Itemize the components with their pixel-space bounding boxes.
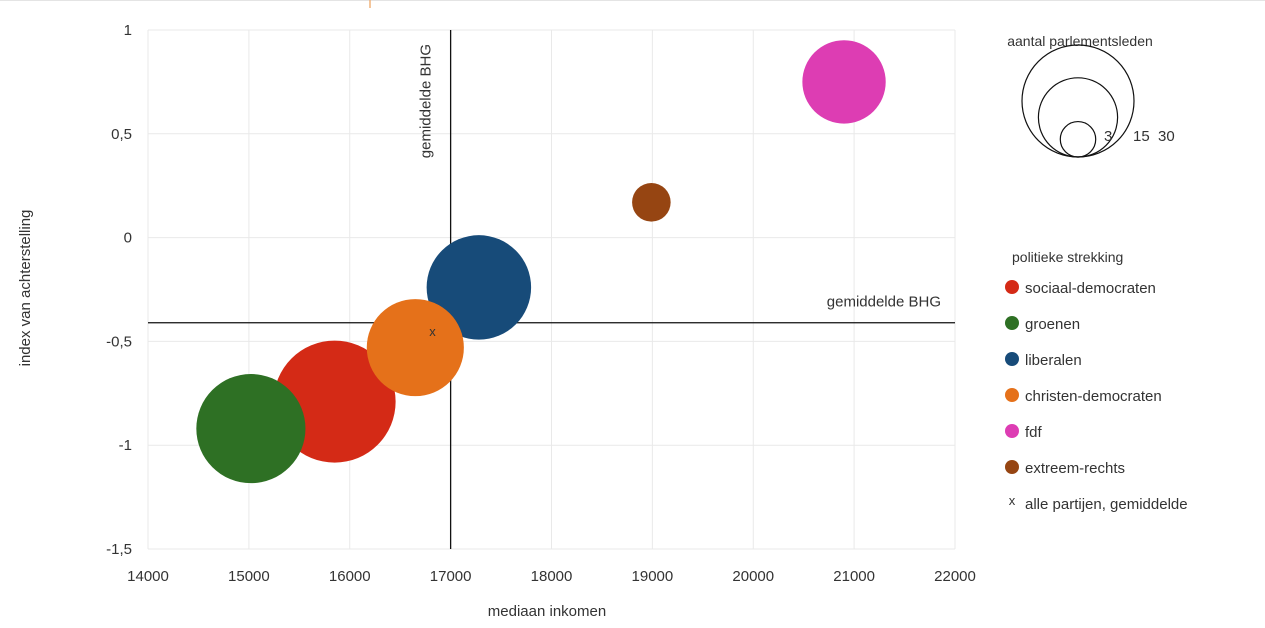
color-legend-items: sociaal-democraten groenen liberalen christ… bbox=[1005, 280, 1188, 513]
size-legend-ring bbox=[1037, 77, 1119, 158]
size-legend-rings: 3 15 30 bbox=[1021, 44, 1175, 158]
x-tick-label: 16000 bbox=[329, 568, 371, 585]
legend-label-groenen: groenen bbox=[1025, 316, 1080, 333]
color-legend: politieke strekking sociaal-democraten gr… bbox=[1005, 249, 1188, 513]
legend-swatch-liberalen bbox=[1005, 352, 1019, 366]
y-tick-label: -1,5 bbox=[106, 541, 132, 558]
size-legend-label: 15 bbox=[1133, 128, 1150, 145]
y-axis-label: index van achterstelling bbox=[17, 210, 34, 367]
x-axis-label: mediaan inkomen bbox=[488, 603, 606, 620]
tick-labels: 14000 15000 16000 17000 18000 19000 20000 21000… bbox=[106, 22, 976, 585]
x-tick-label: 20000 bbox=[732, 568, 774, 585]
legend-swatch-groenen bbox=[1005, 316, 1019, 330]
bubble-fdf bbox=[802, 40, 886, 124]
y-tick-label: -0,5 bbox=[106, 333, 132, 350]
legend-label-christen-democraten: christen-democraten bbox=[1025, 388, 1162, 405]
bubble-christen-democraten bbox=[366, 299, 464, 397]
x-tick-label: 15000 bbox=[228, 568, 270, 585]
y-tick-label: 0,5 bbox=[111, 126, 132, 143]
legend-label-fdf: fdf bbox=[1025, 424, 1043, 441]
legend-swatch-christen-democraten bbox=[1005, 388, 1019, 402]
reference-line-vertical-label: gemiddelde BHG bbox=[418, 44, 435, 158]
color-legend-title: politieke strekking bbox=[1012, 249, 1123, 265]
legend-label-sociaal-democraten: sociaal-democraten bbox=[1025, 280, 1156, 297]
legend-label-average: alle partijen, gemiddelde bbox=[1025, 496, 1188, 513]
average-marker-layer: x bbox=[429, 324, 436, 339]
size-legend-ring bbox=[1021, 44, 1135, 158]
legend-swatch-fdf bbox=[1005, 424, 1019, 438]
average-marker: x bbox=[429, 324, 436, 339]
y-tick-label: 1 bbox=[124, 22, 132, 39]
size-legend: aantal parlementsleden 3 15 30 bbox=[1007, 33, 1175, 158]
y-tick-label: -1 bbox=[119, 437, 132, 454]
x-tick-label: 21000 bbox=[833, 568, 875, 585]
x-tick-label: 19000 bbox=[632, 568, 674, 585]
bubble-extreem-rechts bbox=[632, 183, 671, 222]
legend-label-liberalen: liberalen bbox=[1025, 352, 1082, 369]
bubble-groenen bbox=[196, 374, 306, 484]
size-legend-label: 3 bbox=[1104, 128, 1112, 145]
x-tick-label: 17000 bbox=[430, 568, 472, 585]
size-legend-title: aantal parlementsleden bbox=[1007, 33, 1153, 49]
reference-line-horizontal-label: gemiddelde BHG bbox=[827, 294, 941, 311]
bubble-liberalen bbox=[426, 235, 532, 340]
x-tick-label: 18000 bbox=[531, 568, 573, 585]
y-tick-label: 0 bbox=[124, 230, 132, 247]
legend-label-extreem-rechts: extreem-rechts bbox=[1025, 460, 1125, 477]
size-legend-label: 30 bbox=[1158, 128, 1175, 145]
size-legend-ring bbox=[1059, 120, 1097, 158]
legend-swatch-sociaal-democraten bbox=[1005, 280, 1019, 294]
x-tick-label: 22000 bbox=[934, 568, 976, 585]
legend-swatch-extreem-rechts bbox=[1005, 460, 1019, 474]
x-tick-label: 14000 bbox=[127, 568, 169, 585]
legend-swatch-average: x bbox=[1009, 493, 1016, 508]
bubbles bbox=[196, 40, 886, 484]
